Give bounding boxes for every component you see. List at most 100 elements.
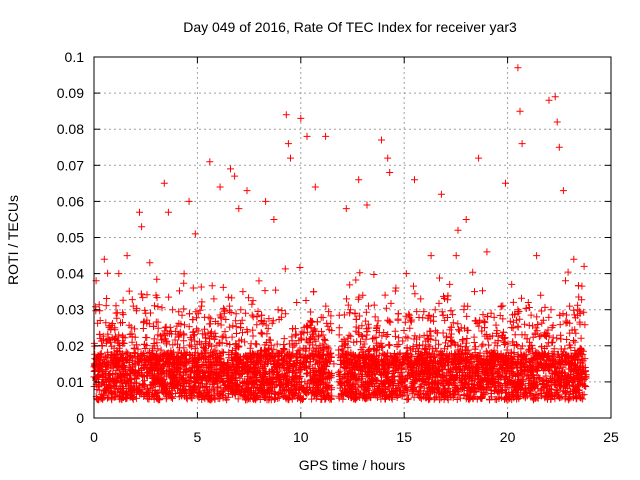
background-sample-point xyxy=(259,378,267,386)
background-sample-point xyxy=(566,341,574,349)
background-sample-point xyxy=(377,370,385,378)
background-sample-point xyxy=(230,362,238,370)
background-sample-point xyxy=(495,356,502,364)
background-sample-point xyxy=(354,295,362,303)
background-sample-point xyxy=(449,358,457,366)
background-sample-point xyxy=(129,357,137,365)
background-sample-point xyxy=(509,298,517,306)
background-sample-point xyxy=(382,369,390,376)
background-sample-point xyxy=(500,328,507,336)
background-sample-point xyxy=(518,294,525,302)
background-sample-point xyxy=(442,356,450,364)
background-sample-point xyxy=(233,330,240,337)
background-sample-point xyxy=(552,389,560,397)
background-sample-point xyxy=(302,297,310,304)
background-sample-point xyxy=(541,345,549,352)
background-sample-point xyxy=(496,312,504,319)
background-sample-point xyxy=(154,303,162,311)
background-sample-point xyxy=(145,395,153,403)
background-sample-point xyxy=(201,325,208,333)
background-sample-point xyxy=(483,367,491,375)
background-sample-point xyxy=(219,387,227,395)
background-sample-point xyxy=(208,282,216,290)
background-sample-point xyxy=(119,311,127,319)
background-sample-point xyxy=(205,390,213,398)
background-sample-point xyxy=(270,360,278,368)
background-sample-point xyxy=(483,384,490,392)
background-sample-point xyxy=(102,319,110,327)
background-sample-point xyxy=(538,307,546,315)
background-sample-point xyxy=(521,320,529,328)
background-sample-point xyxy=(390,372,398,380)
background-sample-point xyxy=(431,370,439,378)
background-sample-point xyxy=(139,325,147,332)
background-sample-point xyxy=(229,357,237,364)
background-sample-point xyxy=(559,310,567,318)
background-sample-point xyxy=(238,316,246,324)
background-sample-point xyxy=(425,349,433,357)
background-sample-point xyxy=(163,340,170,348)
background-sample-point xyxy=(474,372,481,379)
background-sample-point xyxy=(406,360,414,368)
background-sample-point xyxy=(415,314,423,321)
background-sample-point xyxy=(261,368,269,376)
background-sample-point xyxy=(357,346,365,354)
background-sample-point xyxy=(487,358,495,366)
background-sample-point xyxy=(479,340,487,348)
background-sample-point xyxy=(564,268,572,276)
background-sample-point xyxy=(112,353,120,361)
background-sample-point xyxy=(214,395,222,402)
background-sample-point xyxy=(515,308,523,315)
background-sample-point xyxy=(116,385,124,393)
background-sample-point xyxy=(504,340,512,348)
background-sample-point xyxy=(152,318,160,326)
background-sample-point xyxy=(514,322,522,330)
background-sample-point xyxy=(431,394,439,402)
background-sample-point xyxy=(185,377,193,384)
background-sample-point xyxy=(156,396,164,403)
background-sample-point xyxy=(483,349,491,357)
background-sample-point xyxy=(296,346,304,354)
background-sample-point xyxy=(393,362,401,370)
background-sample-point xyxy=(438,308,446,316)
background-sample-point xyxy=(210,348,218,356)
background-sample-point xyxy=(449,338,457,346)
background-sample-point xyxy=(542,372,550,380)
background-sample-point xyxy=(356,312,364,320)
background-sample-point xyxy=(557,345,565,353)
background-sample-point xyxy=(319,331,327,339)
background-sample-point xyxy=(545,355,553,363)
background-sample-point xyxy=(305,344,313,352)
background-sample-point xyxy=(186,392,194,400)
background-sample-point xyxy=(119,296,127,304)
background-sample-point xyxy=(447,365,454,373)
background-sample-point xyxy=(134,358,142,366)
background-sample-point xyxy=(280,335,288,343)
background-sample-point xyxy=(356,389,364,397)
background-sample-point xyxy=(382,304,390,312)
background-sample-point xyxy=(379,349,387,357)
background-sample-point xyxy=(200,368,208,376)
background-sample-point xyxy=(411,332,419,340)
background-sample-point xyxy=(522,386,530,394)
background-sample-point xyxy=(174,348,182,356)
background-sample-point xyxy=(533,313,541,321)
background-sample-point xyxy=(188,351,196,359)
background-sample-point xyxy=(196,306,204,314)
background-sample-point xyxy=(479,311,487,319)
background-sample-point xyxy=(448,330,455,338)
background-sample-point xyxy=(241,338,249,346)
background-sample-point xyxy=(534,352,542,360)
background-sample-point xyxy=(169,341,177,349)
background-sample-point xyxy=(358,332,366,340)
background-sample-point xyxy=(547,359,555,367)
background-sample-point xyxy=(285,340,293,348)
background-sample-point xyxy=(350,338,358,346)
background-sample-point xyxy=(101,359,109,367)
background-sample-point xyxy=(535,333,543,341)
background-sample-point xyxy=(396,386,404,394)
background-sample-point xyxy=(255,277,263,285)
background-sample-point xyxy=(249,332,257,340)
background-sample-point xyxy=(556,311,564,319)
background-sample-point xyxy=(572,329,580,337)
